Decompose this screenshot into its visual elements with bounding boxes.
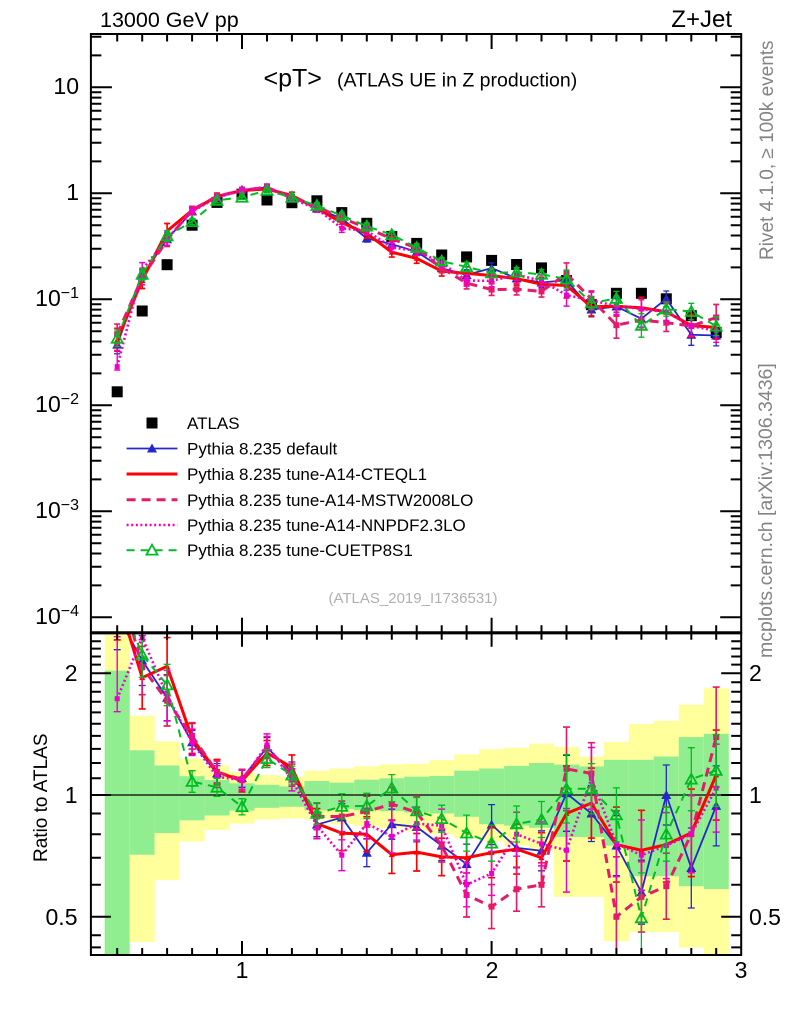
svg-text:2: 2 — [65, 660, 78, 686]
svg-text:1: 1 — [66, 179, 79, 205]
svg-text:13000 GeV pp: 13000 GeV pp — [100, 8, 239, 32]
svg-text:Pythia 8.235 tune-A14-CTEQL1: Pythia 8.235 tune-A14-CTEQL1 — [187, 465, 427, 484]
svg-text:ATLAS: ATLAS — [187, 414, 240, 433]
svg-text:Pythia 8.235 default: Pythia 8.235 default — [187, 440, 338, 459]
svg-text:mcplots.cern.ch [arXiv:1306.34: mcplots.cern.ch [arXiv:1306.3436] — [755, 363, 777, 658]
svg-text:0.5: 0.5 — [46, 904, 78, 930]
svg-text:Pythia 8.235 tune-A14-MSTW2008: Pythia 8.235 tune-A14-MSTW2008LO — [187, 491, 473, 510]
svg-text:10: 10 — [53, 73, 79, 99]
svg-text:Rivet 4.1.0, ≥ 100k events: Rivet 4.1.0, ≥ 100k events — [757, 40, 778, 260]
svg-text:2: 2 — [486, 957, 499, 983]
svg-text:1: 1 — [236, 957, 249, 983]
svg-text:1: 1 — [65, 782, 78, 808]
svg-text:Ratio to ATLAS: Ratio to ATLAS — [31, 734, 52, 863]
svg-text:2: 2 — [749, 660, 762, 686]
svg-text:Pythia 8.235 tune-A14-NNPDF2.3: Pythia 8.235 tune-A14-NNPDF2.3LO — [187, 516, 466, 535]
svg-text:3: 3 — [735, 957, 748, 983]
svg-text:Z+Jet: Z+Jet — [671, 6, 732, 33]
svg-text:Pythia 8.235 tune-CUETP8S1: Pythia 8.235 tune-CUETP8S1 — [187, 541, 413, 560]
svg-text:<pT>(ATLAS UE in Z production): <pT> (ATLAS UE in Z production) — [264, 65, 578, 93]
svg-text:1: 1 — [749, 782, 762, 808]
svg-text:10−3: 10−3 — [35, 497, 79, 523]
svg-text:(ATLAS_2019_I1736531): (ATLAS_2019_I1736531) — [328, 590, 497, 607]
svg-text:0.5: 0.5 — [749, 904, 781, 930]
